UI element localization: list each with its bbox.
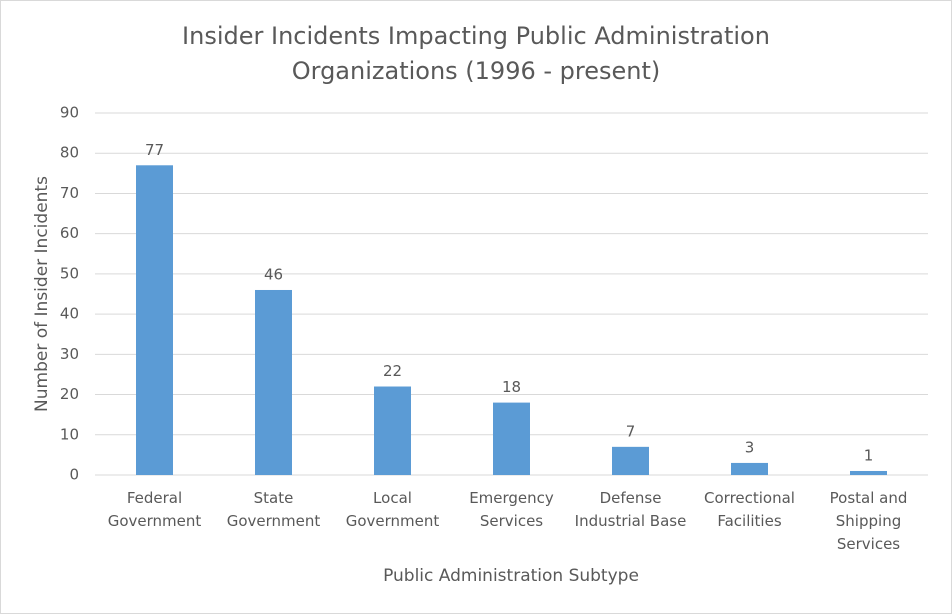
x-tick-label: Correctional Facilities bbox=[704, 489, 795, 530]
y-tick-label: 70 bbox=[60, 184, 79, 202]
data-label: 77 bbox=[145, 141, 164, 159]
bar bbox=[136, 165, 173, 476]
data-label: 18 bbox=[502, 378, 521, 396]
bar bbox=[255, 289, 292, 475]
x-tick-label: Emergency Services bbox=[469, 489, 554, 530]
y-tick-label: 90 bbox=[60, 104, 79, 122]
data-label: 7 bbox=[626, 422, 636, 440]
x-tick-label: Postal and Shipping Services bbox=[829, 489, 908, 553]
data-label: 46 bbox=[264, 265, 283, 283]
y-tick-label: 50 bbox=[60, 264, 79, 282]
y-tick-label: 40 bbox=[60, 305, 79, 323]
y-tick-label: 20 bbox=[60, 385, 79, 403]
y-axis-label: Number of Insider Incidents bbox=[32, 176, 52, 412]
chart-title: Organizations (1996 - present) bbox=[292, 57, 661, 85]
data-label: 22 bbox=[383, 362, 402, 380]
x-tick-label: Local Government bbox=[345, 489, 440, 530]
y-tick-label: 30 bbox=[60, 345, 79, 363]
y-tick-label: 60 bbox=[60, 224, 79, 242]
bar bbox=[612, 446, 649, 475]
data-label: 1 bbox=[864, 446, 874, 464]
chart-title: Insider Incidents Impacting Public Admin… bbox=[182, 22, 770, 50]
bar bbox=[493, 402, 530, 475]
bar bbox=[850, 470, 887, 475]
bar bbox=[374, 386, 411, 475]
x-tick-label: Federal Government bbox=[107, 489, 202, 530]
x-axis-label: Public Administration Subtype bbox=[383, 566, 639, 586]
x-tick-label: State Government bbox=[226, 489, 321, 530]
x-tick-label: Defense Industrial Base bbox=[574, 489, 687, 530]
bar bbox=[731, 462, 768, 475]
y-tick-label: 0 bbox=[69, 466, 79, 484]
data-label: 3 bbox=[745, 438, 755, 456]
y-tick-label: 10 bbox=[60, 425, 79, 443]
y-tick-label: 80 bbox=[60, 144, 79, 162]
